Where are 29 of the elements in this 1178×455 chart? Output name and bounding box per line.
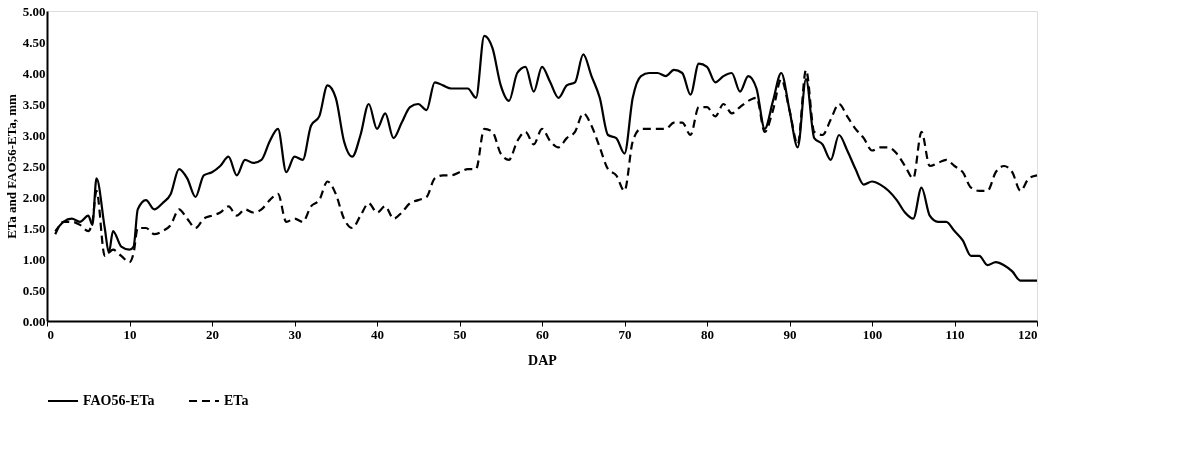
x-tick-label: 90 — [783, 326, 797, 342]
x-axis-title: DAP — [528, 352, 558, 368]
x-tick-label: 60 — [536, 326, 549, 342]
x-tick-label: 80 — [701, 326, 714, 342]
y-tick-label: 5.00 — [22, 3, 46, 19]
y-tick-label: 2.50 — [22, 158, 46, 174]
line-series — [54, 34, 1039, 282]
y-tick-label: 1.00 — [22, 251, 46, 267]
legend-label: ETa — [224, 393, 249, 408]
y-tick-label: 3.50 — [22, 96, 46, 112]
y-tick-label: 4.00 — [22, 65, 46, 81]
x-tick-label: 50 — [453, 326, 467, 342]
x-tick-label: 70 — [618, 326, 632, 342]
y-tick-label: 0.00 — [22, 313, 46, 329]
y-tick-label: 2.00 — [22, 189, 46, 205]
x-tick-label: 30 — [288, 326, 302, 342]
x-tick-label: 10 — [123, 326, 137, 342]
x-tick-label: 120 — [1018, 326, 1038, 342]
x-tick-label: 40 — [371, 326, 384, 342]
x-tick-label: 0 — [47, 326, 54, 342]
y-axis-title: ETa and FAO56-ETa, mm — [3, 93, 19, 239]
y-tick-label: 0.50 — [22, 282, 46, 298]
x-tick-label: 100 — [862, 326, 883, 342]
y-tick-label: 3.00 — [22, 127, 46, 143]
x-tick-label: 110 — [945, 326, 965, 342]
y-tick-label: 1.50 — [22, 220, 46, 236]
y-tick-label: 4.50 — [22, 34, 46, 50]
legend-label: FAO56-ETa — [83, 393, 155, 408]
x-tick-label: 20 — [206, 326, 219, 342]
